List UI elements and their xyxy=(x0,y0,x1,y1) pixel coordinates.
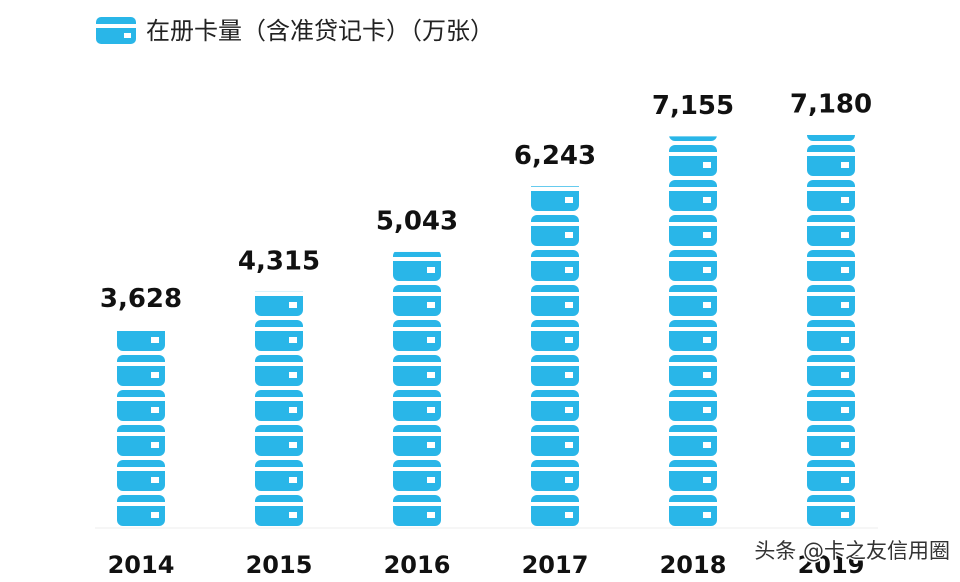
value-label: 4,315 xyxy=(238,246,320,276)
bar xyxy=(807,135,855,528)
bar xyxy=(117,329,165,528)
x-tick-label: 2018 xyxy=(660,551,727,579)
x-tick-label: 2016 xyxy=(384,551,451,579)
watermark: 头条 @卡之友信用圈 xyxy=(754,539,950,563)
value-label: 6,243 xyxy=(514,141,596,171)
x-tick-label: 2019 xyxy=(798,551,865,579)
x-tick-label: 2015 xyxy=(246,551,313,579)
x-tick-label: 2014 xyxy=(108,551,175,579)
chart-title: 在册卡量（含准贷记卡）（万张） xyxy=(146,17,494,45)
bar xyxy=(255,291,303,528)
bar xyxy=(669,136,717,528)
value-label: 7,180 xyxy=(790,90,872,120)
value-label: 3,628 xyxy=(100,284,182,314)
x-tick-label: 2017 xyxy=(522,551,589,579)
value-label: 7,155 xyxy=(652,91,734,121)
legend-icon xyxy=(96,17,136,44)
value-label: 5,043 xyxy=(376,206,458,236)
bar xyxy=(531,186,579,528)
bar xyxy=(393,251,441,529)
